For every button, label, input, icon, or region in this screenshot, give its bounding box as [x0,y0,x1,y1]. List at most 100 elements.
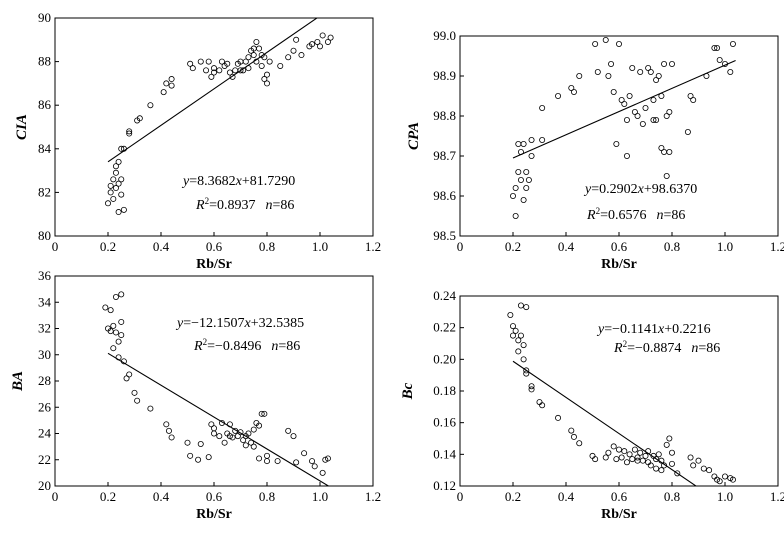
data-point [528,386,535,393]
data-point [623,152,630,159]
data-point [134,397,141,404]
data-point [520,342,527,349]
data-point [669,61,676,68]
data-point [277,62,284,69]
data-point [706,467,713,474]
data-point [126,130,133,137]
x-tick-label: 0.4 [153,239,170,254]
data-point [298,52,305,59]
data-point [621,101,628,108]
data-point [616,446,623,453]
data-point [520,356,527,363]
data-point [658,457,665,464]
data-point [605,449,612,456]
data-point [195,456,202,463]
x-axis-label: Rb/Sr [601,257,637,272]
data-point [539,105,546,112]
data-point [266,58,273,65]
data-point [539,136,546,143]
data-point [690,462,697,469]
data-point [229,434,236,441]
data-point [165,427,172,434]
data-point [658,467,665,474]
data-point [666,435,673,442]
regression-line [512,360,697,486]
x-tick-label: 0.6 [206,239,223,254]
data-point [523,370,530,377]
data-point [112,185,119,192]
data-point [684,128,691,135]
data-point [517,332,524,339]
data-point [319,469,326,476]
data-point [203,67,210,74]
data-point [663,441,670,448]
data-point [224,60,231,67]
data-point [555,93,562,100]
y-tick-label: 98.8 [433,108,456,123]
data-point [258,410,265,417]
data-point [512,327,519,334]
data-point [120,206,127,213]
data-point [245,54,252,61]
data-point [576,73,583,80]
data-point [687,454,694,461]
data-point [187,60,194,67]
x-tick-label: 0.2 [505,489,521,504]
data-point [517,148,524,155]
y-tick-label: 0.20 [433,351,456,366]
data-point [528,136,535,143]
x-tick-label: 1.0 [717,489,733,504]
data-point [570,89,577,96]
y-tick-label: 86 [38,97,52,112]
data-point [711,45,718,52]
data-point [107,182,114,189]
data-point [245,65,252,72]
x-tick-label: 0.4 [558,239,575,254]
data-point [253,58,260,65]
data-point [216,433,223,440]
data-point [120,145,127,152]
y-tick-label: 34 [38,294,52,309]
data-point [285,54,292,61]
data-point [592,41,599,48]
data-point [666,148,673,155]
data-point [210,69,217,76]
data-point [263,80,270,87]
data-point [507,311,514,318]
y-tick-label: 0.16 [433,415,456,430]
x-tick-label: 0.2 [505,239,521,254]
data-point [245,430,252,437]
data-point [197,58,204,65]
data-point [525,176,532,183]
data-point [674,470,681,477]
y-tick-label: 0.12 [433,478,456,493]
data-point [112,329,119,336]
data-point [626,451,633,458]
data-point [324,38,331,45]
regression-line [512,59,736,159]
data-point [258,62,265,69]
data-point [634,457,641,464]
regression-line [107,352,330,486]
data-point [256,455,263,462]
data-point [661,148,668,155]
data-point [110,322,117,329]
data-point [105,200,112,207]
data-point [729,476,736,483]
chart-panel-cpa: 0 0.2 0.4 0.6 0.8 1.0 1.2 98.5 98.6 98.7 98.8 98.9 9… [406,28,784,272]
data-point [661,61,668,68]
data-point [655,73,662,80]
data-point [115,354,122,361]
data-point [512,184,519,191]
data-point [729,41,736,48]
y-tick-label: 32 [38,321,51,336]
x-tick-label: 0.6 [611,489,628,504]
data-point [253,38,260,45]
data-point [623,459,630,466]
data-point [621,448,628,455]
data-point [250,443,257,450]
data-point [218,58,225,65]
y-tick-label: 90 [38,10,51,25]
data-point [118,332,125,339]
data-point [301,450,308,457]
